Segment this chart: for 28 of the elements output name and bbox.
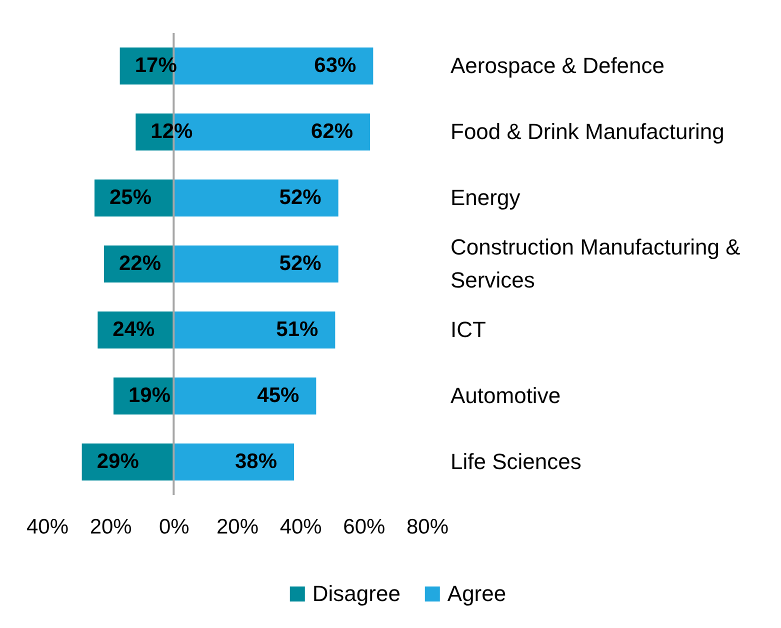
y-tick-label: Construction Manufacturing & Services <box>450 234 741 292</box>
data-label: 45% <box>257 384 300 407</box>
y-tick-label: ICT <box>450 317 486 342</box>
data-label: 29% <box>96 450 140 473</box>
x-tick-label: 0% <box>158 516 190 538</box>
data-label: 19% <box>128 384 171 407</box>
x-tick-label: 60% <box>343 516 386 538</box>
data-label: 52% <box>279 186 322 209</box>
data-label: 63% <box>314 54 356 77</box>
legend-label: Disagree <box>312 581 400 606</box>
x-tick-label: 40% <box>26 516 69 538</box>
data-label: 25% <box>110 186 152 209</box>
y-tick-label: Automotive <box>450 383 561 408</box>
data-label: 62% <box>310 120 354 143</box>
x-tick-label: 20% <box>90 516 132 538</box>
y-tick-label: Energy <box>450 185 520 210</box>
data-label: 52% <box>279 252 322 275</box>
y-tick-label: Aerospace & Defence <box>450 53 665 78</box>
y-tick-label: Life Sciences <box>450 449 582 474</box>
data-label: 22% <box>119 252 162 275</box>
x-tick-label: 80% <box>406 516 449 538</box>
legend-label: Agree <box>447 581 506 606</box>
x-tick-label: 20% <box>216 516 259 538</box>
data-label: 24% <box>112 318 156 341</box>
data-label: 38% <box>234 450 278 473</box>
data-label: 51% <box>276 318 318 341</box>
x-tick-label: 40% <box>280 516 322 538</box>
y-tick-label: Food & Drink Manufacturing <box>450 119 724 144</box>
